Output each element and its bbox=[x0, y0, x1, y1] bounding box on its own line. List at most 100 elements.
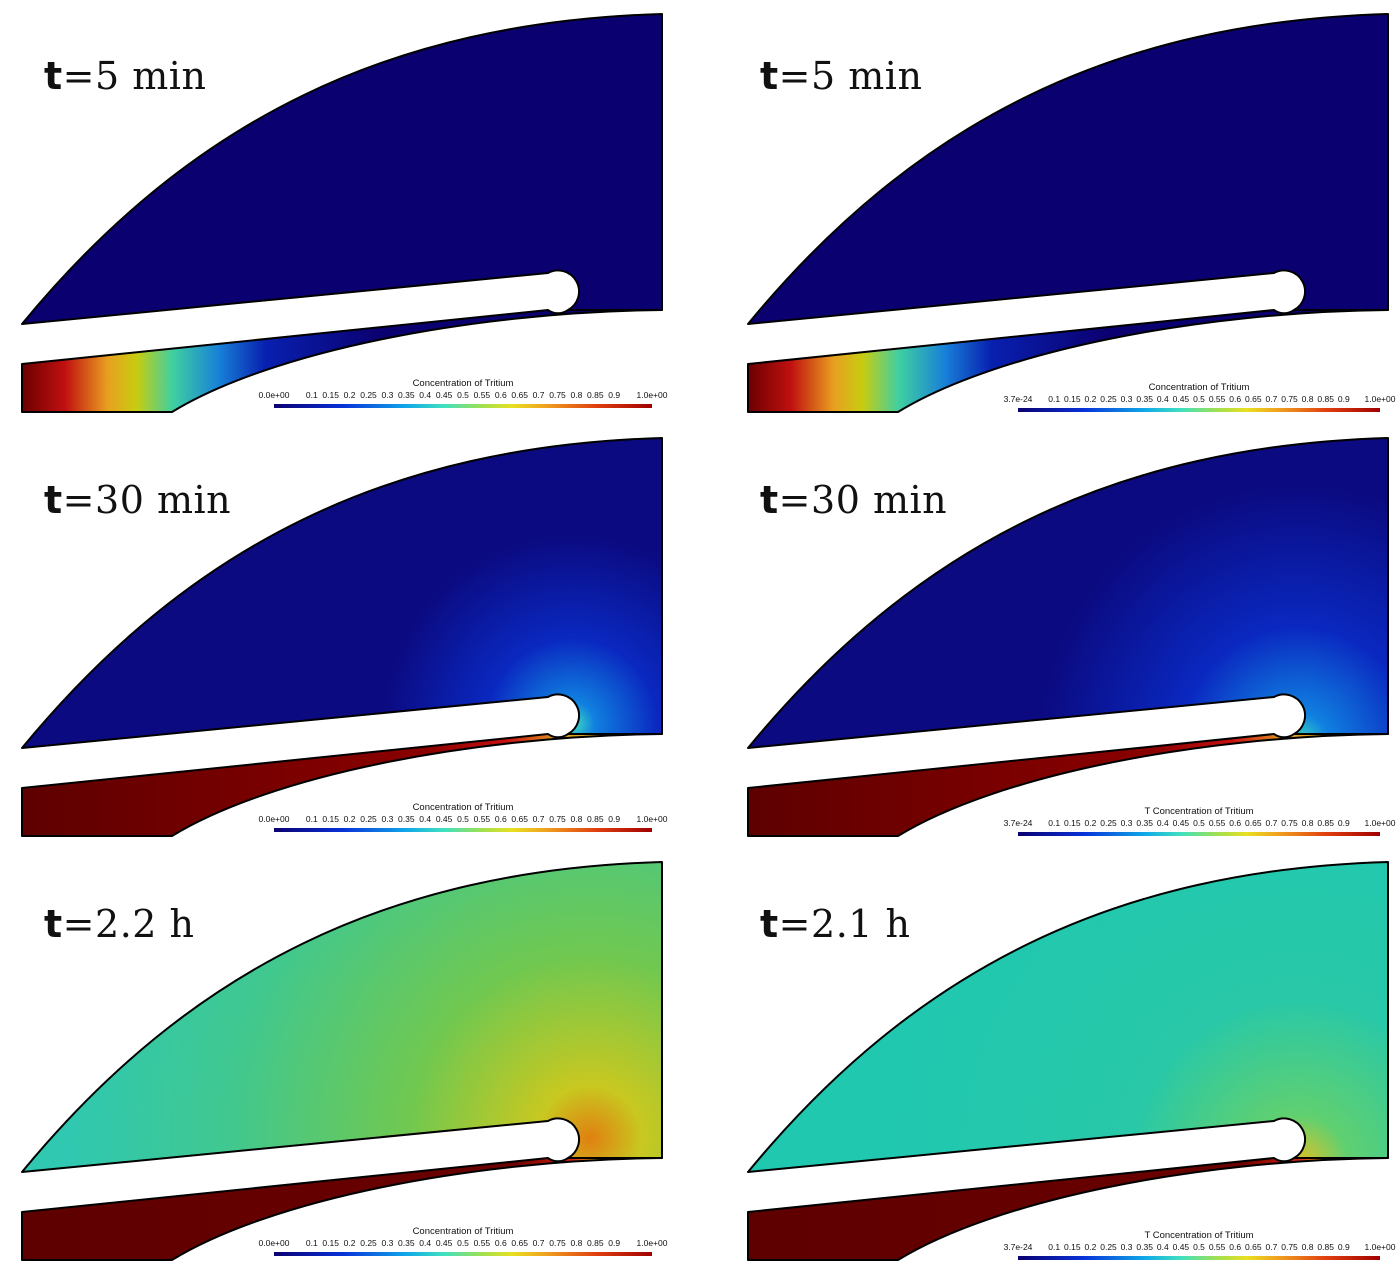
panel-left-30min: t=30 min Concentration of Tritium 0.0e+00 0… bbox=[0, 424, 700, 848]
colorbar-tick-label: 0.6 bbox=[1229, 1242, 1242, 1252]
colorbar-tick-labels: 0.0e+00 0.1 0.15 0.2 0.25 0.3 0.35 0.4 0.45 0.5 0.… bbox=[259, 814, 668, 826]
colorbar-tick-label: 0.65 bbox=[511, 1238, 528, 1248]
time-value: =30 min bbox=[62, 478, 232, 522]
colorbar-tick-label: 0.4 bbox=[1156, 394, 1169, 404]
upper-domain bbox=[747, 437, 1389, 749]
colorbar-tick-label: 0.45 bbox=[1172, 394, 1190, 404]
time-prefix: t bbox=[44, 54, 63, 98]
colorbar-title: Concentration of Tritium bbox=[412, 1226, 514, 1237]
colorbar-tick-label: 0.3 bbox=[1120, 818, 1133, 828]
colorbar-tick-label: 0.4 bbox=[419, 814, 432, 824]
colorbar-tick-labels: 0.0e+00 0.1 0.15 0.2 0.25 0.3 0.35 0.4 0.45 0.5 0.… bbox=[259, 1238, 668, 1250]
colorbar-tick-label: 0.15 bbox=[322, 1238, 339, 1248]
colorbar-tick-label: 0.2 bbox=[343, 390, 356, 400]
domain-plot bbox=[21, 437, 663, 837]
colorbar-tick-label: 0.65 bbox=[1245, 818, 1262, 828]
domain-plot bbox=[21, 13, 663, 413]
colorbar-tick-label: 0.15 bbox=[1064, 818, 1081, 828]
time-label: t=5 min bbox=[44, 54, 206, 98]
panel-right-2.1h: t=2.1 h T Concentration of Tritium 3.7e-24… bbox=[726, 848, 1400, 1272]
colorbar-tick-label: 0.8 bbox=[570, 814, 583, 824]
lower-domain bbox=[747, 309, 1389, 413]
colorbar-tick-label: 0.45 bbox=[435, 1238, 453, 1248]
colorbar-tick-label: 0.3 bbox=[1120, 1242, 1133, 1252]
time-value: =2.1 h bbox=[778, 902, 911, 946]
colorbar-tick-label: 0.65 bbox=[511, 390, 528, 400]
colorbar-tick-label: 0.9 bbox=[1337, 818, 1350, 828]
colorbar-tick-label: 0.25 bbox=[360, 1238, 377, 1248]
colorbar-tick-label: 0.7 bbox=[532, 390, 545, 400]
time-prefix: t bbox=[760, 478, 779, 522]
colorbar-tick-labels: 3.7e-24 0.1 0.15 0.2 0.25 0.3 0.35 0.4 0.45 0.5 0.… bbox=[1004, 394, 1396, 406]
colorbar-tick-label: 0.9 bbox=[608, 814, 621, 824]
colorbar-tick-label: 0.9 bbox=[608, 1238, 621, 1248]
colorbar-tick-label: 0.6 bbox=[494, 1238, 507, 1248]
lower-domain bbox=[747, 1157, 1389, 1261]
time-label: t=2.2 h bbox=[44, 902, 195, 946]
lower-domain bbox=[21, 309, 663, 413]
time-label: t=2.1 h bbox=[760, 902, 911, 946]
colorbar-tick-label: 0.6 bbox=[494, 390, 507, 400]
colorbar-min-label: 3.7e-24 bbox=[1003, 1242, 1033, 1252]
colorbar-tick-label: 0.75 bbox=[549, 814, 566, 824]
colorbar-tick-label: 0.1 bbox=[1048, 1242, 1061, 1252]
colorbar-tick-label: 0.85 bbox=[1317, 1242, 1334, 1252]
colorbar-tick-label: 0.35 bbox=[398, 390, 415, 400]
colorbar-tick-label: 0.15 bbox=[322, 390, 339, 400]
colorbar-tick-labels: 3.7e-24 0.1 0.15 0.2 0.25 0.3 0.35 0.4 0.45 0.5 0.… bbox=[1004, 818, 1396, 830]
colorbar-gradient bbox=[274, 828, 652, 832]
time-prefix: t bbox=[44, 478, 63, 522]
colorbar-tick-label: 0.25 bbox=[360, 390, 377, 400]
colorbar-tick-label: 0.35 bbox=[398, 814, 415, 824]
colorbar-tick-label: 0.1 bbox=[1048, 394, 1061, 404]
colorbar-tick-label: 0.35 bbox=[1136, 818, 1153, 828]
colorbar-tick-label: 0.85 bbox=[587, 1238, 604, 1248]
colorbar-title: Concentration of Tritium bbox=[412, 378, 514, 389]
colorbar-tick-label: 0.5 bbox=[1193, 394, 1205, 404]
colorbar-tick-label: 0.55 bbox=[1208, 394, 1226, 404]
colorbar-gradient bbox=[274, 404, 652, 408]
colorbar-tick-label: 0.75 bbox=[1281, 394, 1298, 404]
colorbar-tick-label: 0.7 bbox=[532, 814, 545, 824]
colorbar-gradient bbox=[1018, 832, 1380, 836]
colorbar-tick-label: 0.2 bbox=[343, 814, 356, 824]
lower-domain bbox=[21, 733, 663, 837]
colorbar-tick-label: 0.7 bbox=[532, 1238, 545, 1248]
colorbar-tick-label: 0.7 bbox=[1265, 818, 1278, 828]
panel-right-5min: t=5 min Concentration of Tritium 3.7e-24 0.… bbox=[726, 0, 1400, 424]
colorbar-tick-label: 0.6 bbox=[1229, 394, 1242, 404]
colorbar-max-label: 1.0e+00 bbox=[636, 390, 668, 400]
colorbar-tick-label: 0.6 bbox=[494, 814, 507, 824]
panel-left-2.2h: t=2.2 h Concentration of Tritium 0.0e+00 0.… bbox=[0, 848, 700, 1272]
colorbar-tick-label: 0.1 bbox=[305, 390, 318, 400]
colorbar-gradient bbox=[1018, 408, 1380, 412]
colorbar-tick-label: 0.1 bbox=[1048, 818, 1061, 828]
colorbar-tick-label: 0.75 bbox=[549, 1238, 566, 1248]
colorbar-tick-label: 0.4 bbox=[1156, 1242, 1169, 1252]
colorbar-tick-label: 0.25 bbox=[1100, 1242, 1117, 1252]
colorbar-tick-label: 0.5 bbox=[1193, 1242, 1205, 1252]
colorbar-tick-label: 0.5 bbox=[1193, 818, 1205, 828]
colorbar-tick-label: 0.5 bbox=[457, 814, 469, 824]
colorbar-tick-label: 0.2 bbox=[1084, 818, 1097, 828]
colorbar-tick-label: 0.65 bbox=[1245, 1242, 1262, 1252]
colorbar-min-label: 3.7e-24 bbox=[1003, 818, 1033, 828]
colorbar-tick-label: 0.9 bbox=[1337, 1242, 1350, 1252]
time-value: =5 min bbox=[62, 54, 207, 98]
colorbar-tick-label: 0.15 bbox=[322, 814, 339, 824]
colorbar-tick-label: 0.15 bbox=[1064, 1242, 1081, 1252]
colorbar-tick-label: 0.75 bbox=[1281, 1242, 1298, 1252]
colorbar-max-label: 1.0e+00 bbox=[1364, 394, 1396, 404]
lower-domain bbox=[21, 1157, 663, 1261]
colorbar-tick-label: 0.55 bbox=[473, 1238, 491, 1248]
colorbar-tick-label: 0.8 bbox=[1301, 818, 1314, 828]
lower-domain bbox=[747, 733, 1389, 837]
colorbar-tick-label: 0.55 bbox=[473, 814, 491, 824]
colorbar-tick-label: 0.65 bbox=[511, 814, 528, 824]
colorbar-tick-label: 0.45 bbox=[435, 390, 453, 400]
upper-domain bbox=[21, 437, 663, 749]
time-label: t=30 min bbox=[44, 478, 231, 522]
colorbar-tick-label: 0.25 bbox=[1100, 394, 1117, 404]
colorbar-tick-label: 0.55 bbox=[1208, 1242, 1226, 1252]
colorbar-tick-label: 0.4 bbox=[419, 1238, 432, 1248]
